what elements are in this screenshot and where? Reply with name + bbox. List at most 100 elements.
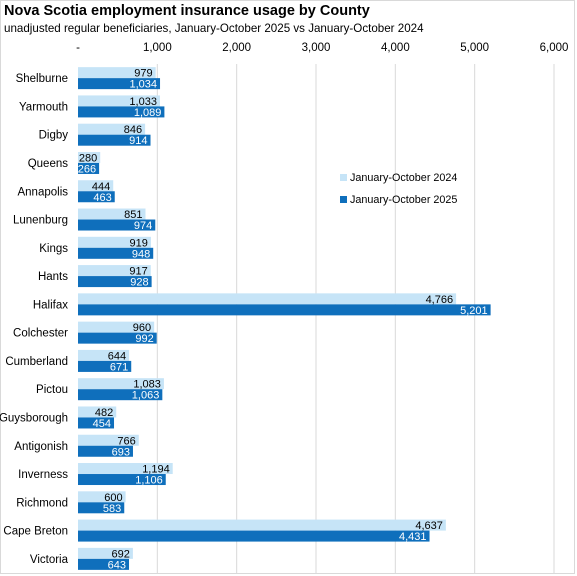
bar-2024 <box>78 321 155 333</box>
bar-2025 <box>78 417 115 429</box>
data-label-2024: 4,766 <box>426 294 454 306</box>
category-label: Kings <box>39 243 68 255</box>
data-label-2025: 1,063 <box>132 390 160 402</box>
bar-2024 <box>78 406 117 418</box>
data-label-2024: 851 <box>124 209 142 221</box>
bar-2025 <box>78 474 166 486</box>
data-label-2025: 914 <box>129 135 147 147</box>
bar-2025 <box>78 219 156 231</box>
data-label-2025: 1,034 <box>129 79 157 91</box>
x-tick-label: - <box>76 42 80 54</box>
category-label: Annapolis <box>17 186 68 198</box>
bar-2024 <box>78 265 151 277</box>
chart-title: Nova Scotia employment insurance usage b… <box>4 3 370 19</box>
bar-2025 <box>78 558 130 570</box>
data-label-2025: 948 <box>132 248 150 260</box>
legend-swatch <box>340 174 347 181</box>
bar-2025 <box>78 78 161 90</box>
category-label: Antigonish <box>14 441 68 453</box>
category-labels: Shelburne Yarmouth Digby Queens Annapolis Lun… <box>0 73 69 566</box>
bar-2024 <box>78 519 446 531</box>
bar-2025 <box>78 304 491 316</box>
data-label-2025: 5,201 <box>460 305 488 317</box>
bar-2025 <box>78 162 100 174</box>
category-label: Hants <box>38 271 68 283</box>
category-label: Yarmouth <box>19 101 68 113</box>
data-label-2025: 583 <box>103 503 121 515</box>
bar-2025 <box>78 332 157 344</box>
data-label-2024: 280 <box>79 152 97 164</box>
bar-2024 <box>78 180 114 192</box>
bar-2025 <box>78 276 152 288</box>
data-label-2024: 960 <box>133 322 151 334</box>
x-tick-label: 6,000 <box>540 42 569 54</box>
category-label: Queens <box>28 158 69 170</box>
category-label: Cape Breton <box>3 526 68 538</box>
data-label-2024: 919 <box>130 237 148 249</box>
bar-2025 <box>78 360 132 372</box>
chart-subtitle: unadjusted regular beneficiaries, Januar… <box>4 22 424 35</box>
category-label: Digby <box>39 130 69 142</box>
data-label-2025: 4,431 <box>399 531 427 543</box>
category-label: Inverness <box>18 469 68 481</box>
data-label-2024: 482 <box>95 407 113 419</box>
bar-2025 <box>78 106 165 118</box>
legend-label: January-October 2025 <box>350 194 457 206</box>
bar-2024 <box>78 67 156 79</box>
data-label-2025: 992 <box>135 333 153 345</box>
data-label-2024: 766 <box>117 435 135 447</box>
bar-2025 <box>78 191 115 203</box>
data-label-2024: 1,194 <box>142 464 170 476</box>
category-label: Pictou <box>36 384 68 396</box>
data-label-2024: 1,083 <box>133 379 161 391</box>
bar-2025 <box>78 530 430 542</box>
category-label: Cumberland <box>5 356 68 368</box>
bar-2025 <box>78 134 151 146</box>
bar-2024 <box>78 236 151 248</box>
bar-2024 <box>78 293 457 305</box>
bar-2024 <box>78 547 133 559</box>
category-label: Victoria <box>30 554 69 566</box>
x-tick-label: 3,000 <box>302 42 331 54</box>
data-label-2024: 979 <box>134 68 152 80</box>
x-tick-label: 4,000 <box>381 42 410 54</box>
bar-2024 <box>78 349 130 361</box>
category-label: Colchester <box>13 328 68 340</box>
category-label: Lunenburg <box>13 215 68 227</box>
data-label-2025: 1,089 <box>134 107 162 119</box>
bar-2024 <box>78 123 146 135</box>
data-label-2025: 671 <box>110 361 128 373</box>
x-tick-label: 2,000 <box>222 42 251 54</box>
data-label-2024: 692 <box>112 548 130 560</box>
category-label: Shelburne <box>16 73 68 85</box>
category-label: Halifax <box>33 299 68 311</box>
data-label-2025: 643 <box>108 559 126 571</box>
category-label: Richmond <box>16 497 68 509</box>
data-label-2024: 1,033 <box>129 96 157 108</box>
data-label-2024: 4,637 <box>415 520 443 532</box>
data-label-2024: 444 <box>92 181 110 193</box>
bar-2024 <box>78 208 146 220</box>
legend: January-October 2024 January-October 2025 <box>340 172 457 206</box>
bar-2024 <box>78 95 160 107</box>
category-label: Guysborough <box>0 412 68 424</box>
x-tick-label: 1,000 <box>143 42 172 54</box>
data-label-2024: 644 <box>108 350 126 362</box>
data-label-2025: 1,106 <box>135 475 163 487</box>
x-axis-ticks: - 1,000 2,000 3,000 4,000 5,000 6,000 <box>76 42 568 54</box>
data-label-2025: 463 <box>93 192 111 204</box>
bar-2025 <box>78 502 125 514</box>
data-label-2025: 454 <box>93 418 111 430</box>
x-tick-label: 5,000 <box>460 42 489 54</box>
bar-2025 <box>78 389 163 401</box>
bar-2024 <box>78 491 126 503</box>
data-label-2024: 600 <box>104 492 122 504</box>
data-labels: 9791,0341,0331,0898469142802664444638519… <box>78 68 488 572</box>
gridlines <box>156 64 555 573</box>
legend-swatch <box>340 196 347 203</box>
bar-2025 <box>78 247 154 259</box>
bar-2024 <box>78 463 173 475</box>
bars <box>78 67 491 570</box>
